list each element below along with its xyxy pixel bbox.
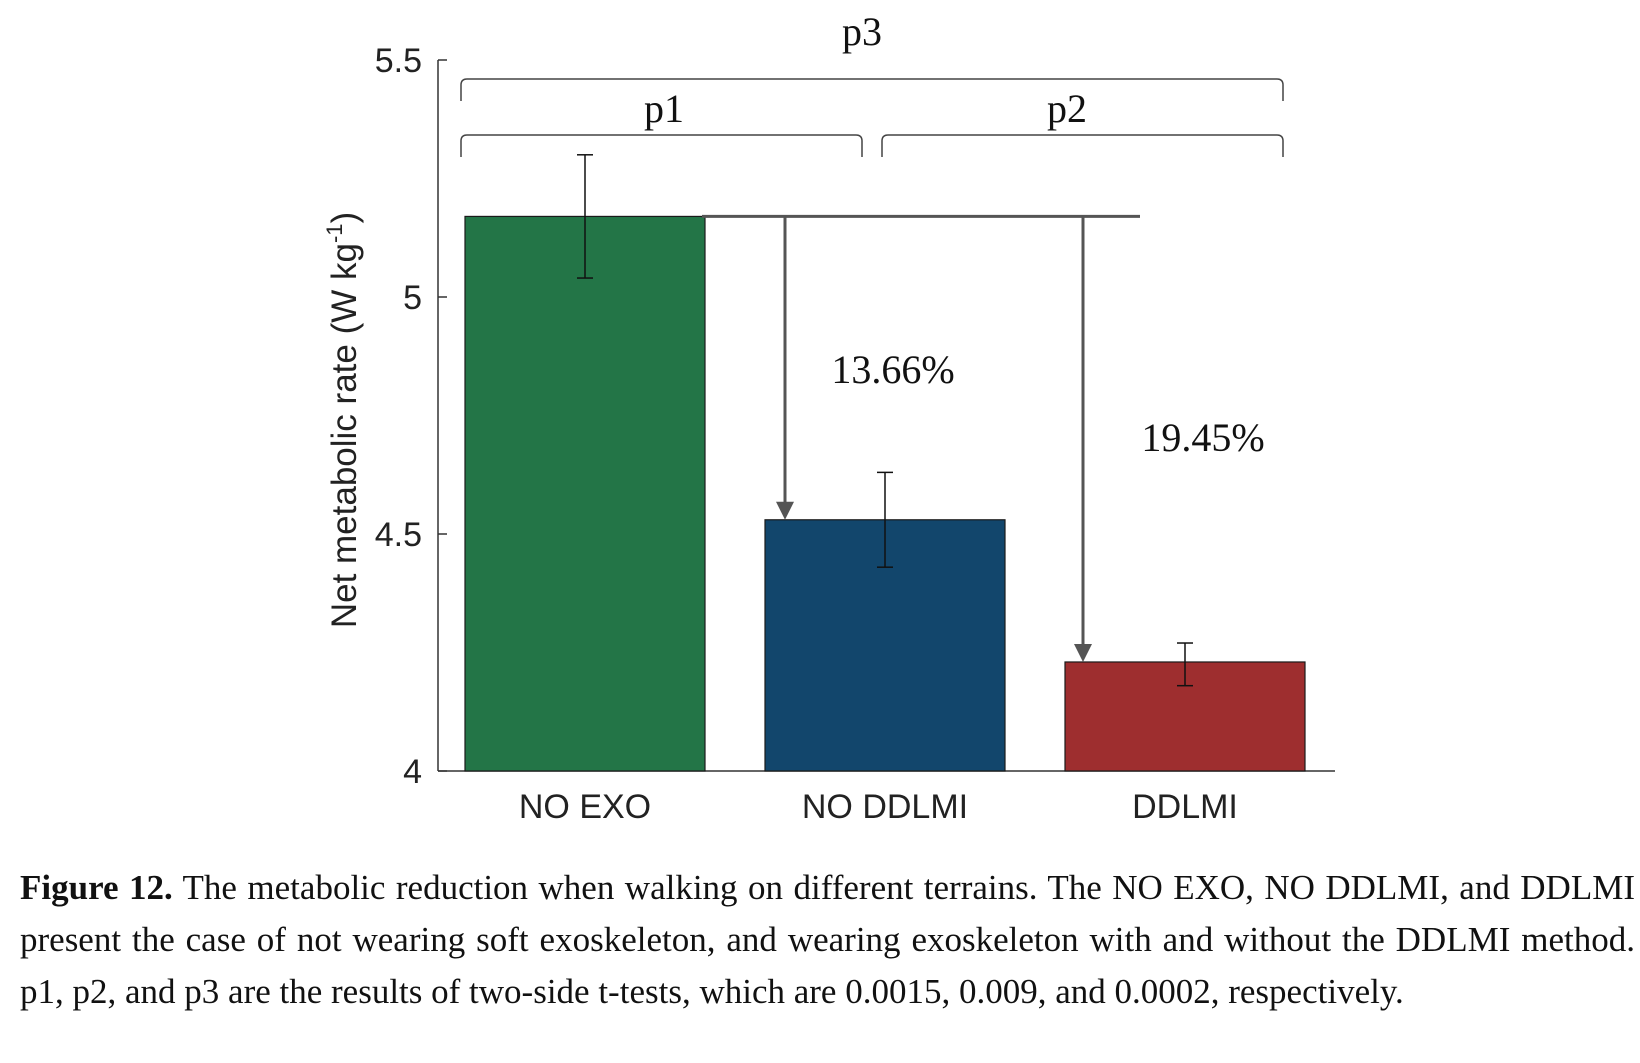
y-tick-label: 5 [403,279,422,317]
bars [464,215,1306,772]
figure-caption-label: Figure 12. [20,868,173,907]
y-axis-label-superscript: -1 [322,223,347,243]
bracket-p3 [460,78,1284,101]
bracket-p1 [460,134,863,157]
reduction-arrows: 13.66% 19.45% [702,214,1265,662]
x-tick-label: DDLMI [1132,788,1238,826]
bar-chart: 4 4.5 5 5.5 NO EXO NO DDLMI DDLMI 13.66% 19.45… [322,9,1335,826]
y-tick-label: 4.5 [375,516,422,554]
arrow-head [1074,643,1092,662]
x-tick-label: NO DDLMI [802,788,968,826]
significance-label-p2: p2 [1047,86,1087,131]
significance-label-p3: p3 [842,9,882,54]
y-tick-label: 5.5 [375,42,422,80]
figure-caption-text: The metabolic reduction when walking on … [20,868,1635,1011]
arrow-head [776,501,794,520]
significance-label-p1: p1 [644,86,684,131]
error-bars [577,154,1193,687]
reduction-label-2: 19.45% [1141,415,1264,460]
figure-caption: Figure 12. The metabolic reduction when … [20,862,1635,1018]
x-tick-label: NO EXO [519,788,651,826]
significance-brackets: p1 p2 p3 [460,9,1284,157]
y-axis-label: Net metabolic rate (W kg-1) [322,212,364,628]
bar-1 [464,215,706,772]
x-axis-labels: NO EXO NO DDLMI DDLMI [519,788,1238,826]
reduction-label-1: 13.66% [831,347,954,392]
y-tick-label: 4 [403,753,422,791]
bracket-p2 [881,134,1284,157]
